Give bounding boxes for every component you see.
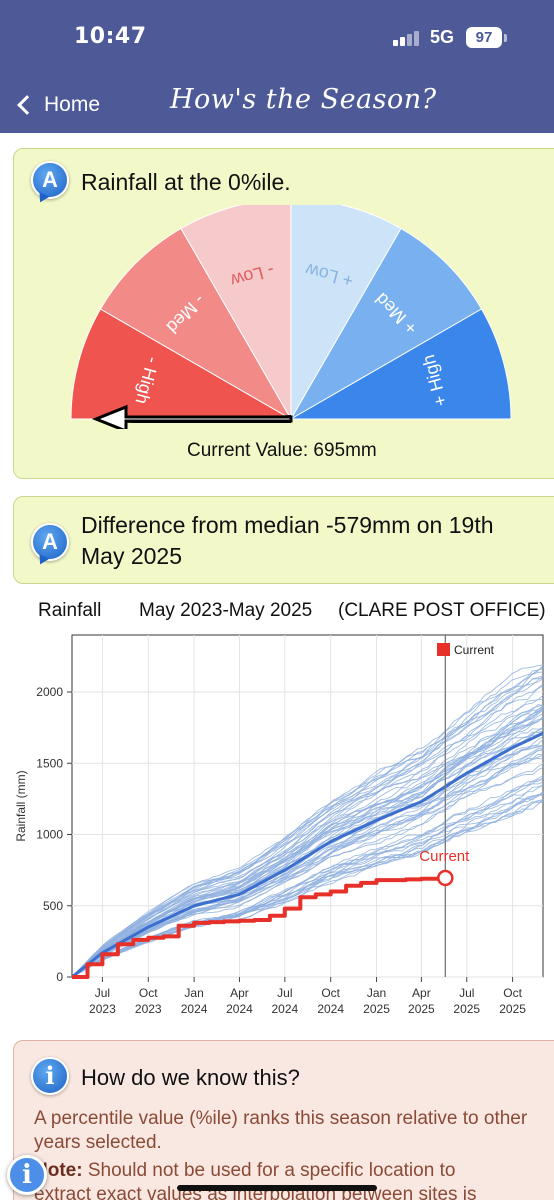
x-tick-label: 2025 [499, 1002, 526, 1016]
info-icon: i [31, 1057, 69, 1095]
x-tick-label: Apr [412, 986, 431, 1000]
historical-trace [71, 667, 544, 978]
info-title: How do we know this? [81, 1065, 300, 1090]
historical-traces [71, 664, 544, 978]
needle-arrow [91, 404, 293, 429]
x-tick-label: Oct [503, 986, 522, 1000]
chart-station: (CLARE POST OFFICE) [338, 600, 546, 621]
x-tick-label: 2023 [135, 1002, 162, 1016]
historical-trace [71, 704, 544, 978]
historical-trace [71, 794, 544, 978]
current-point [437, 869, 454, 887]
percentile-title: Rainfall at the 0%ile. [81, 169, 291, 195]
info-floating-button[interactable]: i [7, 1155, 47, 1195]
gauge-segment [289, 308, 512, 420]
signal-icon [393, 30, 423, 46]
current-line [72, 876, 448, 979]
x-tick-label: 2024 [271, 1002, 298, 1016]
gauge-segment [180, 205, 292, 421]
y-axis-label: Rainfall (mm) [14, 770, 28, 841]
difference-line-1: Difference from median -579mm on 19th [81, 512, 494, 538]
difference-line-2: May 2025 [81, 543, 183, 569]
gauge-segment [290, 205, 402, 421]
home-indicator [177, 1185, 377, 1191]
historical-trace [71, 675, 544, 978]
info-body: A percentile value (%ile) ranks this sea… [34, 1108, 528, 1153]
y-tick-label: 1000 [36, 828, 63, 842]
back-label: Home [44, 93, 101, 116]
info-note: Note: Should not be used for a specific … [34, 1159, 554, 1200]
gauge-segment [99, 227, 293, 421]
current-value: Current Value: 695mm [187, 440, 377, 461]
gauge-segment [70, 308, 293, 420]
x-tick-label: 2024 [317, 1002, 344, 1016]
assessment-badge-icon: A [31, 523, 69, 561]
historical-trace [71, 665, 544, 978]
x-tick-label: Oct [321, 986, 340, 1000]
x-tick-label: Jul [459, 986, 474, 1000]
legend-swatch [437, 643, 450, 656]
historical-trace [71, 800, 544, 978]
historical-trace [71, 718, 544, 978]
status-time: 10:47 [74, 24, 147, 49]
historical-trace [71, 766, 544, 978]
x-tick-label: 2024 [181, 1002, 208, 1016]
y-tick-label: 0 [56, 970, 63, 984]
historical-trace [71, 748, 544, 978]
historical-trace [71, 713, 544, 978]
x-tick-label: 2024 [226, 1002, 253, 1016]
historical-trace [71, 678, 544, 978]
current-annotation: Current [419, 848, 470, 865]
percentile-card: A Rainfall at the 0%ile. - High - Med - Lo… [13, 148, 554, 479]
historical-trace [71, 671, 544, 978]
gauge-segment [289, 227, 483, 421]
x-tick-label: 2025 [363, 1002, 390, 1016]
battery-tip [504, 34, 507, 42]
legend-label: Current [454, 643, 495, 657]
chart-variable: Rainfall [38, 600, 102, 621]
network-type: 5G [430, 27, 455, 47]
page-title: How's the Season? [170, 84, 437, 115]
x-tick-label: Jan [367, 986, 386, 1000]
historical-trace [71, 749, 544, 978]
chart-period: May 2023-May 2025 [139, 600, 313, 621]
x-tick-label: Jul [277, 986, 292, 1000]
historical-trace [71, 708, 544, 978]
x-tick-label: 2025 [408, 1002, 435, 1016]
difference-card: A Difference from median -579mm on 19th … [13, 496, 554, 584]
back-button[interactable]: Home [14, 88, 100, 122]
x-tick-label: Jan [184, 986, 203, 1000]
historical-trace [71, 763, 544, 978]
x-tick-label: Apr [230, 986, 249, 1000]
x-tick-label: 2023 [89, 1002, 116, 1016]
rainfall-chart[interactable]: 0 500 1000 1500 2000 Jul 2023 Oct 2023 Jan 2024 Apr… [0, 628, 554, 1033]
chart-header: Rainfall May 2023-May 2025 (CLARE POST O… [0, 600, 554, 626]
difference-title: Difference from median -579mm on 19th Ma… [81, 510, 494, 572]
x-tick-label: Jul [95, 986, 110, 1000]
y-tick-label: 1500 [36, 756, 63, 770]
historical-trace [71, 718, 544, 978]
assessment-badge-icon: A [31, 161, 69, 199]
chevron-left-icon [17, 95, 37, 115]
y-tick-label: 2000 [36, 685, 63, 699]
x-tick-label: Oct [139, 986, 158, 1000]
x-tick-label: 2025 [453, 1002, 480, 1016]
note-text: Should not be used for a specific locati… [87, 1160, 456, 1181]
y-tick-label: 500 [43, 899, 63, 913]
historical-trace [71, 664, 544, 978]
battery-icon: 97 [466, 27, 502, 48]
app-header: 10:47 5G 97 Home How's the Season? [0, 0, 554, 133]
percentile-gauge: - High- Med- Low + Low+ Med+ High [70, 205, 512, 429]
gauge-needle [91, 404, 293, 429]
info-card: i How do we know this? A percentile valu… [13, 1040, 554, 1200]
median-line [71, 731, 544, 979]
